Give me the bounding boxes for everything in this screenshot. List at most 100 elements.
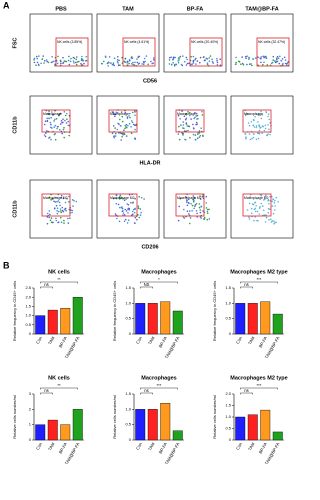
flow-event	[112, 125, 115, 127]
bar	[247, 414, 258, 441]
flow-event	[124, 61, 126, 63]
flow-event	[269, 133, 271, 136]
flow-event	[247, 112, 249, 115]
flow-event	[121, 207, 124, 210]
flow-event	[107, 61, 109, 64]
significance-label: ***	[257, 383, 262, 388]
bar	[147, 303, 158, 335]
flow-event	[119, 206, 121, 209]
flow-event	[175, 63, 178, 66]
flow-event	[199, 195, 201, 197]
flow-event	[258, 213, 261, 215]
flow-event	[258, 133, 261, 135]
flow-event	[127, 219, 130, 221]
x-tick-label: TAM	[247, 441, 256, 451]
flow-event	[62, 62, 64, 64]
flow-event	[180, 124, 182, 126]
flow-event	[261, 125, 264, 127]
gate	[189, 37, 223, 67]
flow-event	[242, 64, 245, 66]
flow-event	[216, 58, 218, 60]
flow-event	[251, 203, 254, 205]
flow-event	[115, 202, 118, 205]
significance-bracket	[240, 392, 253, 395]
gate	[256, 37, 290, 67]
flow-event	[178, 125, 180, 128]
flow-event	[195, 203, 198, 205]
flow-event	[68, 195, 70, 198]
flow-event	[47, 112, 49, 115]
flow-event	[50, 138, 52, 141]
flow-event	[130, 63, 133, 65]
significance-label: ns	[144, 388, 148, 393]
flow-event	[192, 195, 195, 197]
flow-event	[186, 204, 189, 207]
panel-label: A	[3, 0, 10, 10]
flow-event	[141, 63, 143, 65]
flow-event	[60, 221, 63, 224]
flow-event	[248, 58, 250, 60]
flow-event	[216, 59, 218, 62]
flow-event	[268, 203, 270, 205]
flow-event	[48, 210, 51, 212]
flow-event	[264, 124, 267, 127]
flow-event	[55, 217, 57, 220]
flow-event	[219, 58, 221, 60]
flow-event	[281, 58, 284, 60]
y-tick-label: 3	[29, 391, 32, 396]
flow-event	[241, 56, 243, 58]
flow-event	[179, 197, 182, 200]
flow-event	[194, 204, 197, 206]
flow-event	[53, 207, 56, 210]
flow-event	[265, 111, 268, 114]
flow-event	[60, 211, 63, 214]
flow-event	[62, 118, 64, 120]
gate-label: Macrophage M2	[43, 196, 68, 200]
flow-event	[245, 136, 247, 139]
flow-event	[257, 56, 259, 58]
flow-event	[63, 208, 66, 211]
flow-event	[37, 63, 40, 66]
flow-event	[277, 201, 280, 203]
flow-event	[258, 113, 260, 115]
flow-event	[177, 219, 180, 222]
y-tick-label: 0.5	[125, 422, 131, 427]
bar	[147, 409, 158, 441]
flow-event	[113, 135, 115, 138]
flow-event	[263, 61, 265, 64]
flow-event	[151, 62, 153, 65]
flow-event	[199, 216, 202, 218]
flow-event	[80, 58, 83, 60]
y-axis-label: Relative cells number/ml	[12, 395, 17, 439]
flow-event	[190, 118, 192, 120]
flow-event	[258, 124, 261, 127]
flow-event	[35, 64, 37, 66]
flow-event	[117, 64, 120, 66]
flow-event	[208, 208, 210, 211]
flow-event	[134, 114, 136, 117]
gate-label: Macrophage	[177, 112, 196, 116]
x-tick-label: Con	[35, 441, 44, 451]
flow-event	[281, 63, 284, 66]
flow-event	[134, 128, 136, 131]
flow-event	[252, 118, 255, 121]
flow-event	[143, 61, 145, 64]
x-tick-label: TAM	[47, 441, 56, 451]
flow-event	[273, 223, 275, 225]
flow-event	[114, 135, 117, 137]
flow-event	[54, 201, 57, 203]
flow-plot-frame	[230, 13, 294, 73]
flow-event	[64, 114, 67, 117]
flow-event	[250, 207, 253, 210]
flow-event	[63, 222, 65, 224]
flow-event	[124, 111, 127, 114]
bar	[235, 416, 246, 441]
flow-event	[206, 62, 209, 64]
flow-event	[113, 57, 116, 59]
flow-event	[45, 59, 48, 61]
y-tick-label: 0	[229, 437, 232, 442]
flow-event	[71, 211, 73, 214]
flow-event	[196, 137, 199, 140]
flow-event	[116, 59, 119, 61]
